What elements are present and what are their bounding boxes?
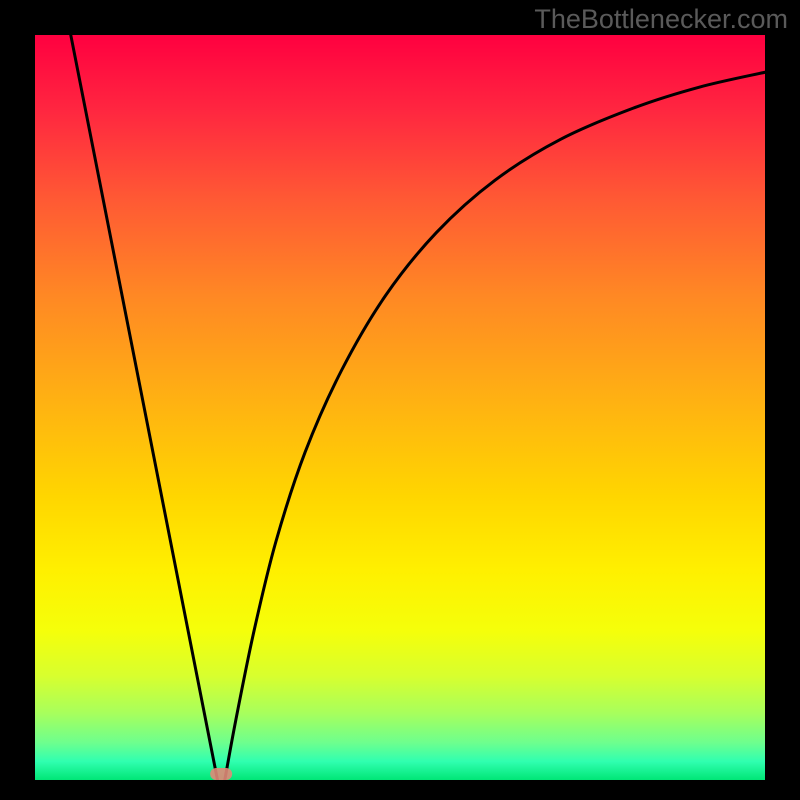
chart-container: TheBottlenecker.com <box>0 0 800 800</box>
optimum-marker <box>210 768 232 780</box>
chart-svg <box>0 0 800 800</box>
watermark-text: TheBottlenecker.com <box>534 4 788 35</box>
